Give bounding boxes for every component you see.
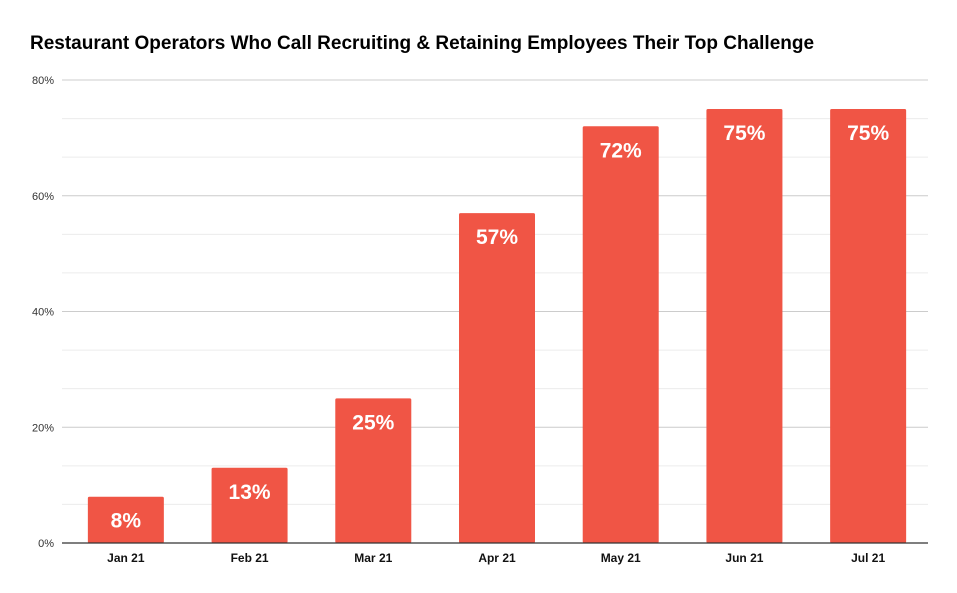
data-label: 75% xyxy=(723,122,765,145)
y-tick-label: 20% xyxy=(32,422,54,434)
x-tick-label: May 21 xyxy=(601,551,641,565)
data-label: 13% xyxy=(229,481,271,504)
bar xyxy=(211,467,288,543)
data-label: 72% xyxy=(600,139,642,162)
chart-title: Restaurant Operators Who Call Recruiting… xyxy=(30,33,814,54)
x-tick-label: Mar 21 xyxy=(354,551,392,565)
x-tick-label: Feb 21 xyxy=(231,551,269,565)
x-tick-label: Jan 21 xyxy=(107,551,145,565)
bar xyxy=(582,126,659,544)
y-tick-label: 40% xyxy=(32,307,54,319)
y-tick-label: 80% xyxy=(32,75,54,87)
x-tick-label: Jun 21 xyxy=(725,551,763,565)
data-label: 25% xyxy=(352,411,394,434)
data-label: 57% xyxy=(476,226,518,249)
bar xyxy=(459,213,535,544)
x-tick-label: Jul 21 xyxy=(851,551,885,565)
x-tick-label: Apr 21 xyxy=(478,551,516,565)
data-label: 8% xyxy=(111,510,142,533)
data-label: 75% xyxy=(847,122,889,145)
bar xyxy=(87,496,164,543)
y-tick-label: 60% xyxy=(32,191,54,203)
bar xyxy=(830,108,907,543)
y-tick-label: 0% xyxy=(38,538,54,550)
bar xyxy=(706,108,783,543)
bar xyxy=(335,398,412,543)
